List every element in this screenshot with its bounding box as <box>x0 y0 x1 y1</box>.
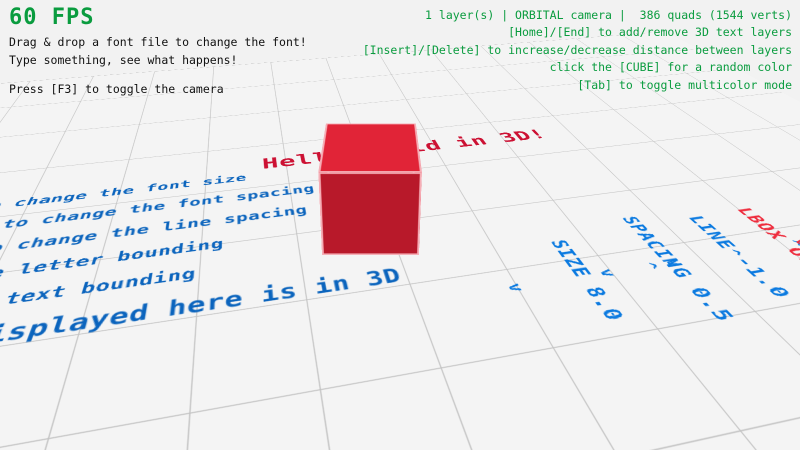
hud-hint-line: [Insert]/[Delete] to increase/decrease d… <box>362 42 792 57</box>
hud-camera-hint: Press [F3] to toggle the camera <box>9 82 224 97</box>
hud-hint-line: Drag & drop a font file to change the fo… <box>9 35 307 50</box>
hud-spacer <box>9 69 307 81</box>
cube-face-bottom <box>318 172 422 255</box>
chevron-down-icon[interactable]: v <box>502 281 529 294</box>
hud-hint-line: Type something, see what happens! <box>9 52 238 67</box>
chevron-up-icon[interactable]: ^ <box>788 200 800 267</box>
blue-instruction-line: [Up]/[Down] to change the font size <box>0 172 247 214</box>
fps-counter: 60 FPS <box>9 5 95 30</box>
interactive-cube[interactable] <box>318 123 422 255</box>
cube-face-front <box>318 123 422 173</box>
blue-instruction-line: [Left]/[Right] to change the font spacin… <box>0 182 316 232</box>
scene-stats-line: 1 layer(s) | ORBITAL camera | 386 quads … <box>425 8 792 22</box>
hud-right-panel: 1 layer(s) | ORBITAL camera | 386 quads … <box>363 7 792 94</box>
hud-hint-line: [Home]/[End] to add/remove 3D text layer… <box>508 25 792 40</box>
hud-hint-line: [Tab] to toggle multicolor mode <box>577 77 792 92</box>
hud-left-panel: 60 FPS Drag & drop a font file to change… <box>9 5 307 99</box>
hud-hint-line: click the [CUBE] for a random color <box>549 60 792 75</box>
